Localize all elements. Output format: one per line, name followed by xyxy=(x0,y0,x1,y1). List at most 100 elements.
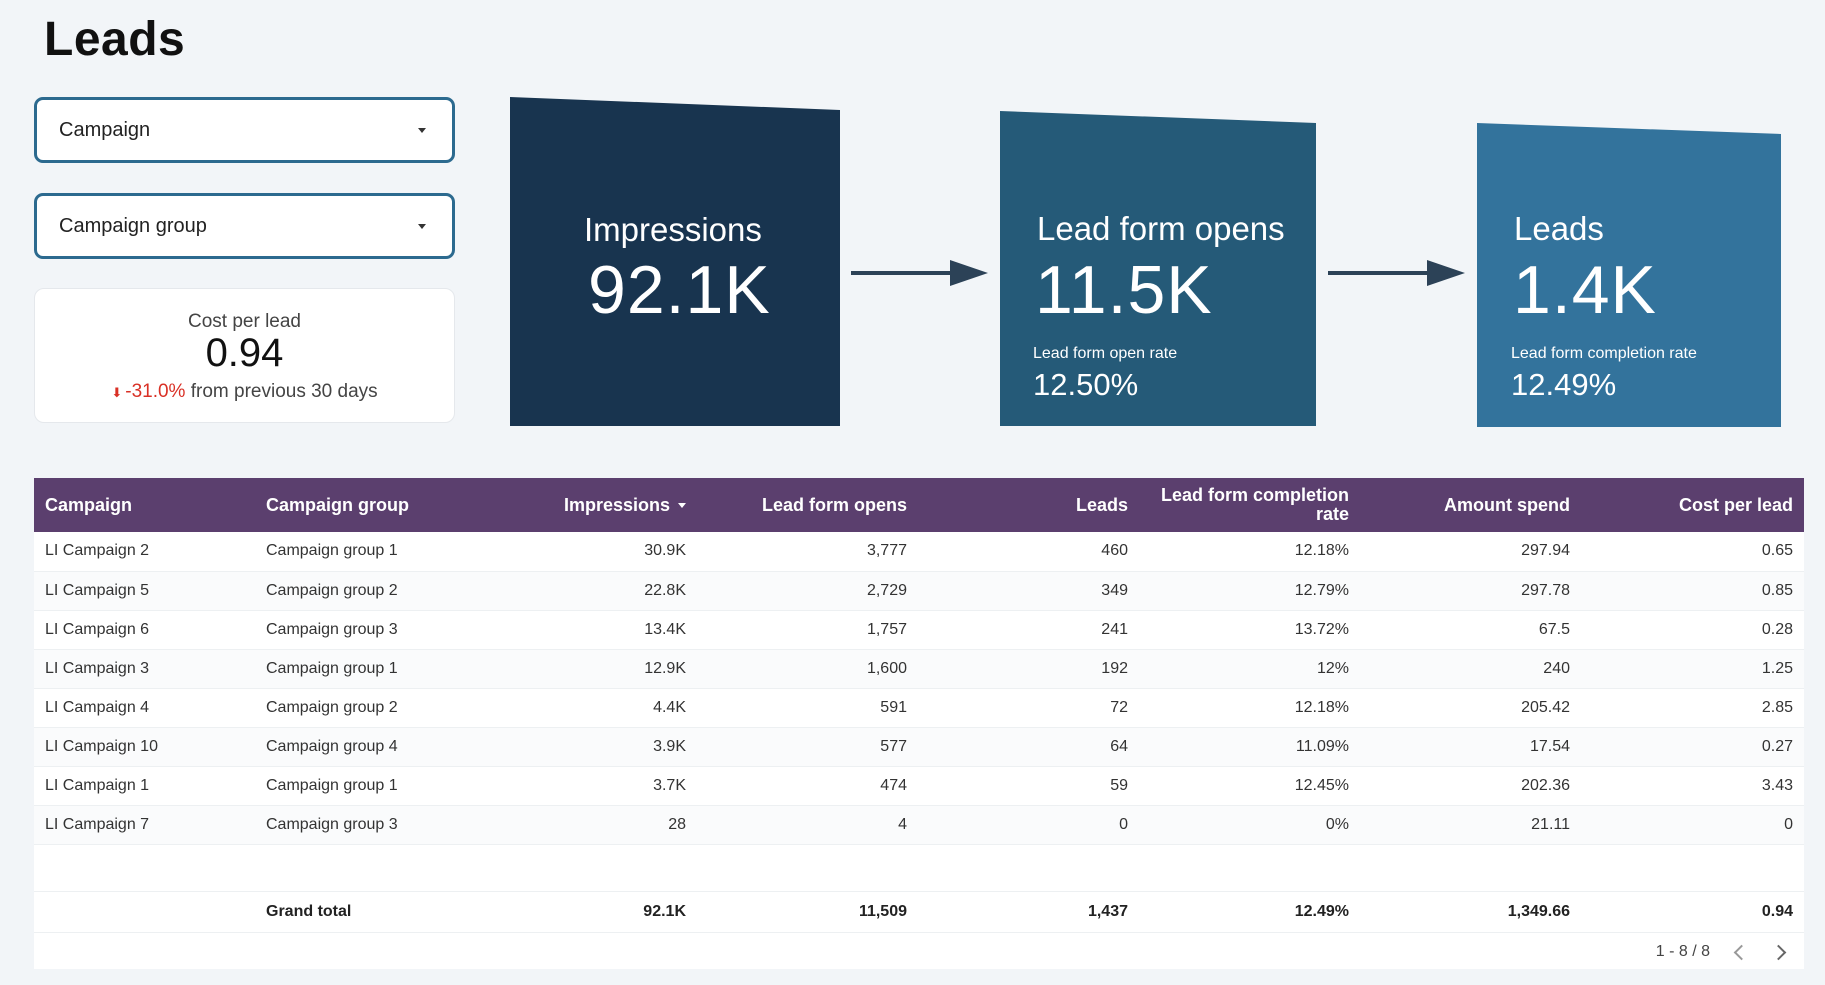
cell-amount-spend: 205.42 xyxy=(1521,698,1570,716)
cell-cost-per-lead: 0.85 xyxy=(1761,581,1793,599)
cell-campaign-group: Campaign group 3 xyxy=(266,815,398,833)
cell-lead-form-opens: 2,729 xyxy=(866,581,907,599)
table-row[interactable]: LI Campaign 10 Campaign group 4 3.9K 577 64 1… xyxy=(34,727,1804,766)
cell-amount-spend: 297.94 xyxy=(1521,542,1570,560)
cell-campaign-group: Campaign group 1 xyxy=(266,542,398,560)
stage-label: Impressions xyxy=(584,211,762,248)
campaign-filter-label: Campaign xyxy=(59,118,151,141)
cell-leads: 192 xyxy=(1101,659,1128,677)
table-row[interactable]: LI Campaign 6 Campaign group 3 13.4K 1,757 2… xyxy=(34,610,1804,649)
cell-cost-per-lead: 2.85 xyxy=(1761,698,1793,716)
right-arrow-icon xyxy=(851,260,988,286)
column-header-lead-form-opens[interactable]: Lead form opens xyxy=(761,494,907,515)
cell-campaign: LI Campaign 10 xyxy=(45,737,158,755)
chevron-left-icon[interactable] xyxy=(1733,944,1750,960)
cell-campaign: LI Campaign 1 xyxy=(45,776,150,794)
total-cell-lead-form-opens: 11,509 xyxy=(858,902,907,920)
cell-leads: 0 xyxy=(1119,815,1128,833)
cell-campaign: LI Campaign 2 xyxy=(45,542,150,560)
cell-cost-per-lead: 1.25 xyxy=(1761,659,1793,677)
cell-impressions: 22.8K xyxy=(644,581,686,599)
scorecard-value: 0.94 xyxy=(205,331,284,375)
campaign-group-filter-dropdown[interactable]: Campaign group xyxy=(34,193,455,259)
stage-value: 1.4K xyxy=(1513,252,1657,328)
header-line: rate xyxy=(1315,503,1349,524)
cell-campaign-group: Campaign group 4 xyxy=(266,737,398,755)
cell-campaign-group: Campaign group 2 xyxy=(266,698,398,716)
cell-campaign-group: Campaign group 1 xyxy=(266,776,398,794)
stage-value: 11.5K xyxy=(1035,252,1213,328)
cell-impressions: 4.4K xyxy=(653,698,686,716)
total-cell-cost-per-lead: 0.94 xyxy=(1761,902,1793,920)
table-row[interactable]: LI Campaign 7 Campaign group 3 28 4 0 0% 21.11… xyxy=(34,805,1804,844)
column-header-campaign[interactable]: Campaign xyxy=(45,494,133,515)
stage-subvalue: 12.49% xyxy=(1511,367,1617,402)
cell-completion-rate: 13.72% xyxy=(1294,620,1349,638)
cell-leads: 72 xyxy=(1110,698,1128,716)
campaign-filter-dropdown[interactable]: Campaign xyxy=(34,97,455,163)
cell-campaign: LI Campaign 3 xyxy=(45,659,150,677)
cost-per-lead-scorecard: Cost per lead 0.94 ⬇ -31.0% from previous… xyxy=(34,288,455,423)
scorecard-label: Cost per lead xyxy=(187,311,301,332)
cell-impressions: 28 xyxy=(668,815,686,833)
table-header-row: Campaign Campaign group Impressions Lead… xyxy=(34,478,1804,532)
cell-campaign-group: Campaign group 2 xyxy=(266,581,398,599)
scorecard-change-value: -31.0% xyxy=(125,381,186,402)
pagination-range: 1 - 8 / 8 xyxy=(1655,943,1710,960)
column-header-amount-spend[interactable]: Amount spend xyxy=(1444,494,1570,515)
cell-impressions: 30.9K xyxy=(644,542,686,560)
cell-lead-form-opens: 591 xyxy=(880,698,907,716)
total-cell-campaign-group: Grand total xyxy=(266,902,352,920)
column-header-cost-per-lead[interactable]: Cost per lead xyxy=(1678,494,1793,515)
cell-campaign-group: Campaign group 1 xyxy=(266,659,398,677)
table-row[interactable]: LI Campaign 4 Campaign group 2 4.4K 591 72 12… xyxy=(34,688,1804,727)
table-row[interactable]: LI Campaign 2 Campaign group 1 30.9K 3,777 4… xyxy=(34,532,1804,571)
cell-leads: 349 xyxy=(1101,581,1128,599)
cell-completion-rate: 11.09% xyxy=(1295,737,1349,755)
header-line: Lead form completion xyxy=(1160,484,1349,505)
cell-lead-form-opens: 1,757 xyxy=(866,620,907,638)
column-header-lead-form-completion-rate[interactable]: Lead form completion rate xyxy=(1139,478,1360,532)
total-cell-leads: 1,437 xyxy=(1087,902,1128,920)
cell-campaign: LI Campaign 4 xyxy=(45,698,150,716)
cell-campaign: LI Campaign 7 xyxy=(45,815,150,833)
cell-cost-per-lead: 0.65 xyxy=(1761,542,1793,560)
cell-impressions: 3.7K xyxy=(653,776,686,794)
table-row[interactable]: LI Campaign 3 Campaign group 1 12.9K 1,600 1… xyxy=(34,649,1804,688)
cell-leads: 64 xyxy=(1110,737,1128,755)
campaign-table: Campaign Campaign group Impressions Lead… xyxy=(34,478,1804,969)
cell-amount-spend: 240 xyxy=(1543,659,1570,677)
cell-amount-spend: 21.11 xyxy=(1531,815,1570,833)
grand-total-row: Grand total 92.1K 11,509 1,437 12.49% 1,349.6… xyxy=(34,891,1804,932)
column-header-impressions[interactable]: Impressions xyxy=(476,478,697,532)
stage-shape xyxy=(1477,123,1781,427)
cell-completion-rate: 12.18% xyxy=(1294,542,1349,560)
table-row[interactable]: LI Campaign 5 Campaign group 2 22.8K 2,729 3… xyxy=(34,571,1804,610)
cell-amount-spend: 297.78 xyxy=(1521,581,1570,599)
cell-cost-per-lead: 0.27 xyxy=(1761,737,1793,755)
chevron-right-icon[interactable] xyxy=(1770,944,1787,960)
cell-lead-form-opens: 4 xyxy=(898,815,907,833)
cell-leads: 460 xyxy=(1101,542,1128,560)
stage-value: 92.1K xyxy=(588,252,771,328)
funnel-stage-leads: Leads 1.4K Lead form completion rate 12.… xyxy=(1477,123,1781,427)
stage-label: Lead form opens xyxy=(1037,210,1285,247)
cell-cost-per-lead: 0.28 xyxy=(1761,620,1793,638)
funnel-stage-impressions: Impressions 92.1K xyxy=(510,97,840,426)
campaign-group-filter-label: Campaign group xyxy=(59,214,207,237)
cell-lead-form-opens: 3,777 xyxy=(866,542,907,560)
total-cell-amount-spend: 1,349.66 xyxy=(1507,902,1570,920)
cell-leads: 241 xyxy=(1101,620,1128,638)
right-arrow-icon xyxy=(1328,260,1465,286)
column-header-leads[interactable]: Leads xyxy=(1075,494,1128,515)
cell-impressions: 12.9K xyxy=(644,659,686,677)
column-header-campaign-group[interactable]: Campaign group xyxy=(266,494,409,515)
dropdown-caret-icon xyxy=(418,127,426,133)
cell-completion-rate: 12.79% xyxy=(1294,581,1349,599)
table-row[interactable]: LI Campaign 1 Campaign group 1 3.7K 474 59 12… xyxy=(34,766,1804,805)
stage-subvalue: 12.50% xyxy=(1033,367,1139,402)
cell-amount-spend: 17.54 xyxy=(1529,737,1570,755)
page-title: Leads xyxy=(44,13,186,66)
spacer-cell xyxy=(34,844,1804,891)
stage-shape xyxy=(510,97,840,426)
